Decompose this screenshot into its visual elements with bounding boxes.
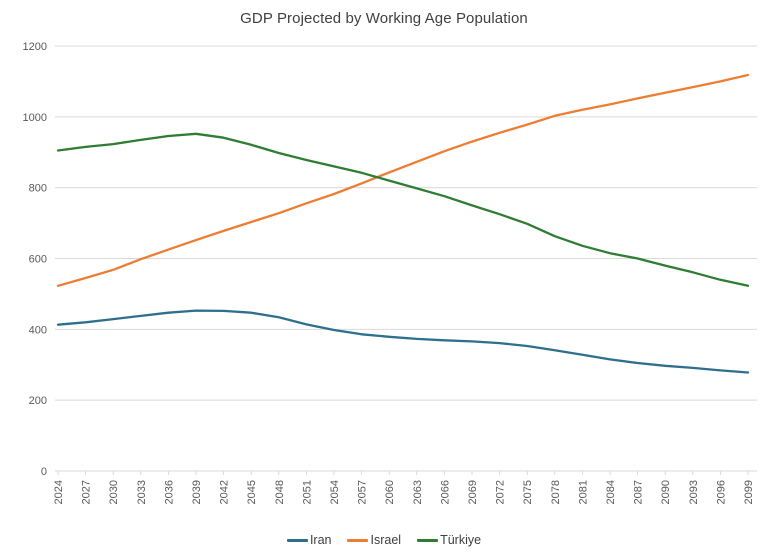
x-tick-label: 2060 (384, 480, 396, 504)
x-tick-label: 2072 (495, 480, 507, 504)
y-tick-label: 400 (29, 324, 47, 336)
y-tick-label: 200 (29, 395, 47, 407)
chart-title: GDP Projected by Working Age Population (240, 10, 528, 27)
x-tick-label: 2033 (136, 480, 148, 504)
y-tick-label: 600 (29, 254, 47, 266)
series-line-israel (56, 73, 750, 287)
x-tick-label: 2048 (274, 480, 286, 504)
x-tick-label: 2087 (633, 480, 645, 504)
x-tick-label: 2078 (550, 480, 562, 504)
x-tick-label: 2036 (163, 480, 175, 504)
x-tick-label: 2027 (81, 480, 93, 504)
x-tick-label: 2066 (439, 480, 451, 504)
x-tick-label: 2045 (246, 480, 258, 504)
x-tick-label: 2054 (329, 480, 341, 504)
legend-item-israel: Israel (347, 533, 401, 547)
legend-item-türkiye: Türkiye (417, 533, 481, 547)
y-tick-label: 800 (29, 183, 47, 195)
chart-legend: Iran Israel Türkiye (0, 533, 768, 547)
legend-swatch-iran (286, 538, 308, 542)
x-tick-label: 2075 (522, 480, 534, 504)
x-tick-label: 2096 (715, 480, 727, 504)
x-tick-label: 2024 (53, 480, 65, 504)
legend-label: Iran (309, 533, 332, 547)
x-tick-label: 2081 (577, 480, 589, 504)
x-tick-label: 2039 (191, 480, 203, 504)
x-tick-label: 2063 (412, 480, 424, 504)
y-tick-label: 0 (41, 466, 47, 478)
legend-label: Israel (370, 533, 402, 547)
y-tick-label: 1200 (23, 41, 47, 53)
x-tick-label: 2051 (301, 480, 313, 504)
legend-swatch-türkiye (417, 538, 439, 542)
legend-label: Türkiye (440, 533, 482, 547)
x-tick-label: 2069 (467, 480, 479, 504)
legend-swatch-israel (347, 538, 369, 542)
series-line-iran (56, 309, 750, 374)
y-tick-label: 1000 (23, 112, 47, 124)
x-tick-label: 2030 (108, 480, 120, 504)
x-tick-label: 2093 (688, 480, 700, 504)
x-tick-label: 2057 (357, 480, 369, 504)
x-tick-label: 2099 (743, 480, 755, 504)
series-line-türkiye (56, 132, 750, 287)
x-tick-label: 2084 (605, 480, 617, 504)
legend-item-iran: Iran (286, 533, 332, 547)
x-tick-label: 2042 (219, 480, 231, 504)
x-tick-label: 2090 (660, 480, 672, 504)
